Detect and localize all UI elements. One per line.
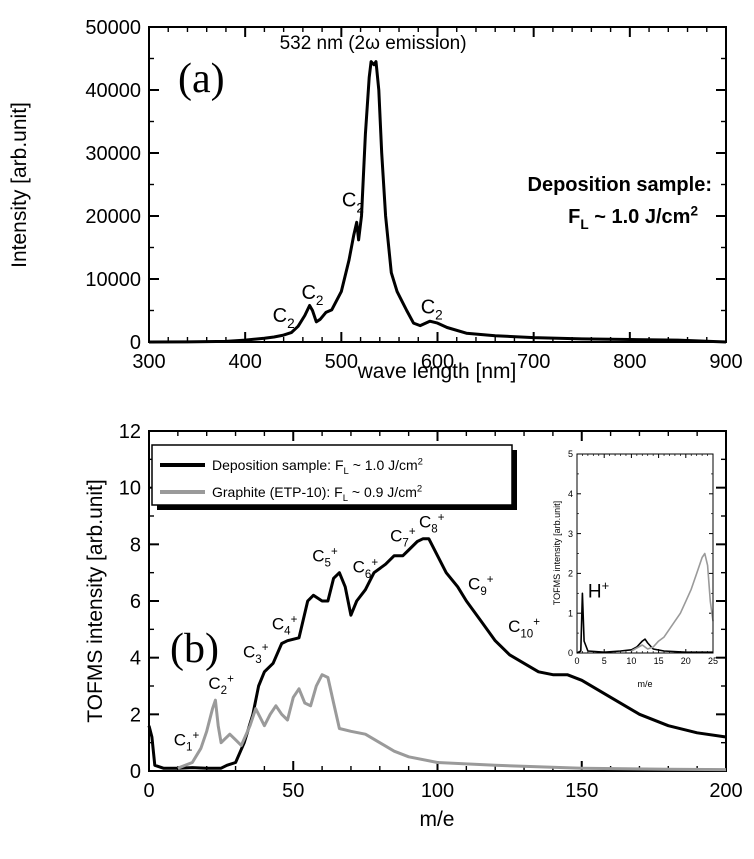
panel-a-ticks <box>148 26 727 343</box>
y-tick-label: 4 <box>568 489 573 499</box>
y-tick-label: 2 <box>130 704 141 726</box>
cluster-label: C3+ <box>243 642 269 666</box>
inset-annotations: H+ <box>588 578 609 602</box>
x-tick-label: 700 <box>517 351 550 373</box>
y-tick-label: 10 <box>119 478 141 500</box>
panel-a-y-tick-labels: 0 10000 20000 30000 40000 50000 <box>85 17 141 354</box>
series-line-1 <box>631 552 714 652</box>
inset-background <box>550 447 716 669</box>
panel-b-series <box>147 537 727 772</box>
inset-y-tick-labels: 0 1 2 3 4 5 <box>568 449 573 658</box>
x-tick-label: 900 <box>709 351 742 373</box>
cluster-label: C7+ <box>390 526 416 550</box>
x-tick-label: 10 <box>626 656 636 666</box>
y-tick-label: 3 <box>568 529 573 539</box>
legend-box <box>151 444 513 506</box>
x-tick-label: 400 <box>228 351 261 373</box>
info-line: Deposition sample: <box>528 174 712 196</box>
c2-peak-label: C2 <box>273 305 295 331</box>
panel-a-series <box>148 60 727 344</box>
x-tick-label: 50 <box>282 780 304 802</box>
y-tick-label: 2 <box>568 569 573 579</box>
inset-plot-frame <box>576 453 714 654</box>
cluster-label: C1+ <box>174 730 200 754</box>
y-tick-label: 4 <box>130 648 141 670</box>
x-tick-label: 800 <box>613 351 646 373</box>
y-tick-label: 40000 <box>85 80 141 102</box>
cluster-label: C2+ <box>208 673 234 697</box>
y-tick-label: 12 <box>119 421 141 443</box>
panel-b-y-tick-labels: 0 2 4 6 8 10 12 <box>119 421 141 783</box>
y-tick-label: 0 <box>130 761 141 783</box>
y-tick-label: 1 <box>568 608 573 618</box>
y-tick-label: 5 <box>568 449 573 459</box>
panel-b-x-axis-label: m/e <box>419 808 454 831</box>
panel-a-y-axis-label: Intensity [arb.unit] <box>8 102 31 268</box>
panel-a-x-tick-labels: 300 400 500 600 700 800 900 <box>132 351 742 373</box>
x-tick-label: 300 <box>132 351 165 373</box>
inset-series <box>576 552 714 654</box>
cluster-label: C5+ <box>312 546 338 570</box>
x-tick-label: 15 <box>654 656 664 666</box>
x-tick-label: 500 <box>325 351 358 373</box>
series-line-0 <box>147 537 727 770</box>
panel-b-legend: Deposition sample: FL ~ 1.0 J/cm2 Graphit… <box>151 444 517 510</box>
y-tick-label: 20000 <box>85 206 141 228</box>
y-tick-label: 50000 <box>85 17 141 39</box>
x-tick-label: 200 <box>709 780 742 802</box>
legend-entry-label: Deposition sample: FL ~ 1.0 J/cm2 <box>212 457 423 478</box>
panel-b-y-axis-label: TOFMS intensity [arb.unit] <box>84 479 107 723</box>
x-tick-label: 150 <box>565 780 598 802</box>
h-plus-label: H+ <box>588 578 609 602</box>
x-tick-label: 25 <box>708 656 718 666</box>
panel-a-info: Deposition sample: FL ~ 1.0 J/cm2 <box>528 174 712 232</box>
c2-peak-label: C2 <box>301 282 323 308</box>
info-line: FL ~ 1.0 J/cm2 <box>568 203 698 232</box>
inset-x-tick-labels: 0 5 10 15 20 25 <box>574 656 718 666</box>
y-tick-label: 30000 <box>85 143 141 165</box>
panel-a: 300 400 500 600 700 800 900 0 10000 20000 30000 40… <box>8 17 743 383</box>
x-tick-label: 0 <box>143 780 154 802</box>
y-tick-label: 8 <box>130 534 141 556</box>
panel-a-label: (a) <box>178 56 225 102</box>
panel-b-inset: 0 5 10 15 20 25 0 1 2 3 4 5 H+ m/e TOFMS intensity… <box>550 447 718 689</box>
x-tick-label: 600 <box>421 351 454 373</box>
y-tick-label: 6 <box>130 591 141 613</box>
cluster-label: C6+ <box>353 557 379 581</box>
legend-entry-label: Graphite (ETP-10): FL ~ 0.9 J/cm2 <box>212 484 422 505</box>
series-line-0 <box>148 60 727 344</box>
y-tick-label: 0 <box>130 332 141 354</box>
x-tick-label: 20 <box>681 656 691 666</box>
panel-b-x-tick-labels: 0 50 100 150 200 <box>143 780 742 802</box>
cluster-label: C4+ <box>272 614 298 638</box>
cluster-label: C9+ <box>468 574 494 598</box>
inset-y-axis-label: TOFMS intensity [arb.unit] <box>552 501 562 605</box>
panel-b-label: (b) <box>170 626 219 672</box>
x-tick-label: 5 <box>602 656 607 666</box>
panel-a-x-axis-label: wave length [nm] <box>357 360 517 383</box>
x-tick-label: 100 <box>421 780 454 802</box>
cluster-label: C8+ <box>419 512 445 536</box>
y-tick-label: 0 <box>568 648 573 658</box>
inset-x-axis-label: m/e <box>637 679 652 689</box>
c2-peak-label: C2 <box>421 297 443 323</box>
cluster-label: C10+ <box>508 617 540 641</box>
c2-peak-label: C2 <box>342 190 364 216</box>
panel-b-annotations: C1+ C2+ C3+C4+ C5+ C6+ C7+C8+ C9+ C10+ <box>174 512 540 754</box>
x-tick-label: 0 <box>574 656 579 666</box>
y-tick-label: 10000 <box>85 269 141 291</box>
series-line-0 <box>576 592 713 654</box>
series-line-1 <box>177 673 727 772</box>
peak-label-532nm: 532 nm (2ω emission) <box>280 33 467 54</box>
